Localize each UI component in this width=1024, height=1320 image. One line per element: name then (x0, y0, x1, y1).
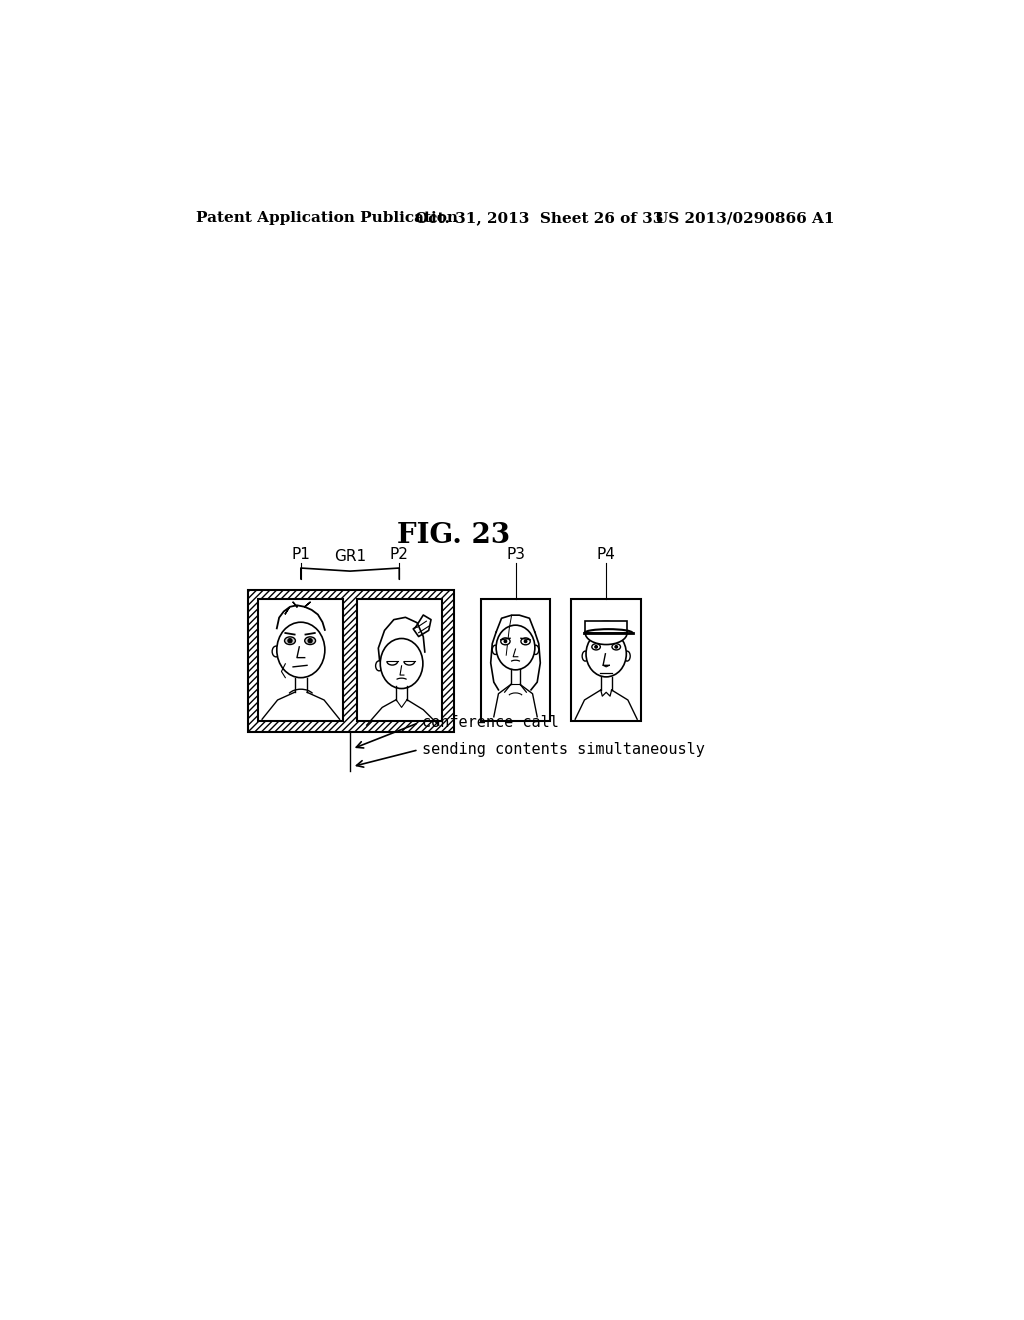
Text: US 2013/0290866 A1: US 2013/0290866 A1 (655, 211, 835, 226)
Text: P1: P1 (292, 546, 310, 562)
Ellipse shape (583, 651, 589, 661)
Text: P2: P2 (390, 546, 409, 562)
Bar (571, 599, 641, 721)
Ellipse shape (493, 645, 499, 655)
Ellipse shape (592, 644, 600, 649)
Ellipse shape (380, 639, 423, 689)
Ellipse shape (594, 645, 598, 649)
Bar (258, 599, 343, 721)
Bar (356, 599, 442, 721)
Ellipse shape (612, 644, 621, 649)
Text: sending contents simultaneously: sending contents simultaneously (423, 742, 706, 758)
Ellipse shape (504, 639, 507, 643)
Text: Oct. 31, 2013  Sheet 26 of 33: Oct. 31, 2013 Sheet 26 of 33 (415, 211, 664, 226)
Bar (248, 590, 454, 733)
Ellipse shape (307, 638, 313, 643)
Ellipse shape (523, 639, 527, 643)
Text: conference call: conference call (423, 715, 559, 730)
Ellipse shape (532, 645, 539, 655)
Ellipse shape (521, 638, 530, 644)
Ellipse shape (305, 636, 315, 644)
Ellipse shape (288, 638, 293, 643)
Text: FIG. 23: FIG. 23 (397, 523, 510, 549)
Bar (480, 599, 550, 721)
Text: GR1: GR1 (334, 549, 367, 564)
Ellipse shape (276, 622, 325, 677)
Ellipse shape (272, 645, 280, 657)
Ellipse shape (376, 661, 383, 671)
Text: P3: P3 (506, 546, 525, 562)
Bar (586, 620, 627, 634)
Ellipse shape (285, 636, 295, 644)
Ellipse shape (501, 638, 510, 644)
Ellipse shape (586, 622, 627, 644)
Text: P4: P4 (597, 546, 615, 562)
Ellipse shape (496, 626, 535, 669)
Ellipse shape (614, 645, 618, 649)
Ellipse shape (624, 651, 630, 661)
Text: Patent Application Publication: Patent Application Publication (197, 211, 458, 226)
Ellipse shape (586, 631, 627, 677)
